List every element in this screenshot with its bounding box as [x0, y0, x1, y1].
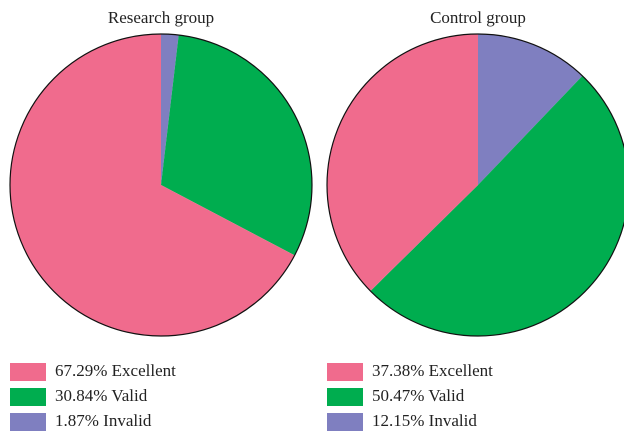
pie-outline	[9, 33, 313, 337]
legend-label: 1.87% Invalid	[55, 411, 152, 430]
pie-slice	[327, 34, 478, 291]
pie-slice	[161, 35, 312, 256]
legend-swatch	[10, 388, 46, 406]
pie-slice	[161, 34, 179, 185]
legend-label: 50.47% Valid	[372, 386, 465, 405]
pie-slice	[478, 34, 583, 185]
legend-label: 67.29% Excellent	[55, 361, 176, 380]
legend-swatch	[327, 388, 363, 406]
legend-label: 12.15% Invalid	[372, 411, 477, 430]
legend-swatch	[10, 413, 46, 431]
legend-label: 30.84% Valid	[55, 386, 148, 405]
chart-title: Research group	[108, 8, 214, 27]
pie-outline	[326, 33, 624, 337]
legend-swatch	[10, 363, 46, 381]
legend-label: 37.38% Excellent	[372, 361, 493, 380]
pie-slice	[10, 34, 295, 336]
pie-slice	[370, 75, 624, 336]
legend-swatch	[327, 413, 363, 431]
legend-swatch	[327, 363, 363, 381]
chart-title: Control group	[430, 8, 526, 27]
